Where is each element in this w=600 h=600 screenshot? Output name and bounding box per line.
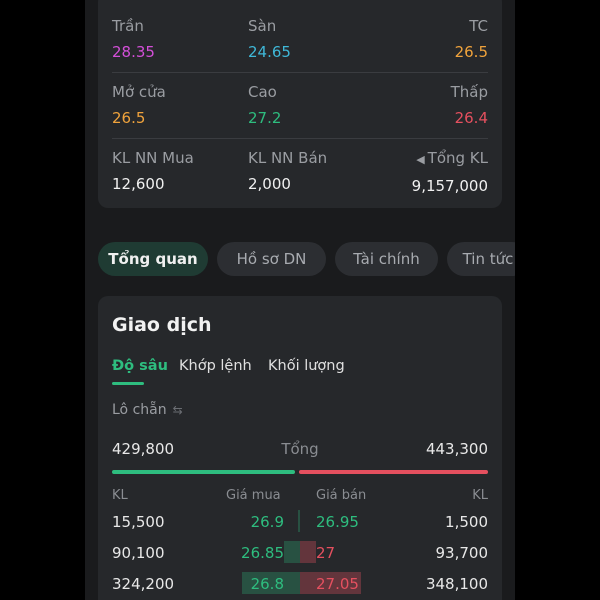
header-ask-price: Giá bán [316,488,367,503]
order-book-row: 90,100 26.85 27 93,700 [112,541,488,567]
reference-label: TC [469,17,488,35]
order-book-row: 15,500 26.9 26.95 1,500 [112,510,488,536]
stats-row-volume: KL NN Mua 12,600 KL NN Bán 2,000 ◀ Tổng K… [112,148,488,198]
trading-card: Giao dịch Độ sâu Khớp lệnh Khối lượng Lô… [98,296,502,600]
ceiling-label: Trần [112,17,144,35]
bid-price[interactable]: 26.85 [241,544,284,562]
open-value: 26.5 [112,109,146,127]
foreign-buy-value: 12,600 [112,175,165,193]
header-bid-price: Giá mua [226,488,281,503]
total-label: Tổng [281,440,319,458]
low-value: 26.4 [454,109,488,127]
bid-volume[interactable]: 15,500 [112,513,165,531]
bid-depth-bar [242,572,300,594]
foreign-sell-stat: KL NN Bán 2,000 [248,148,388,194]
ask-price[interactable]: 27.05 [316,575,359,593]
tab-overview[interactable]: Tổng quan [98,242,208,276]
foreign-sell-label: KL NN Bán [248,149,328,167]
high-label: Cao [248,83,277,101]
sell-ratio-bar [299,470,488,474]
order-totals: 429,800 Tổng 443,300 [112,440,488,462]
foreign-buy-stat: KL NN Mua 12,600 [112,148,252,194]
header-buy-volume: KL [112,488,128,503]
reference-stat: TC 26.5 [348,16,488,62]
ask-volume[interactable]: 93,700 [435,544,489,562]
total-volume-label: Tổng KL [427,149,488,167]
caret-left-icon: ◀ [416,153,425,166]
ask-depth-bar [300,572,361,594]
floor-value: 24.65 [248,43,291,61]
trading-title: Giao dịch [112,314,212,336]
bid-depth-bar [298,510,300,532]
foreign-buy-label: KL NN Mua [112,149,194,167]
subtab-depth[interactable]: Độ sâu [112,358,168,385]
ask-price[interactable]: 27 [316,544,336,562]
stats-row-session: Mở cửa 26.5 Cao 27.2 Thấp 26.4 [112,82,488,132]
subtab-matched-orders[interactable]: Khớp lệnh [179,358,252,374]
bid-volume[interactable]: 324,200 [112,575,175,593]
foreign-sell-value: 2,000 [248,175,291,193]
bid-depth-bar [284,541,300,563]
ceiling-stat: Trần 28.35 [112,16,252,62]
divider [112,72,488,73]
bid-price[interactable]: 26.9 [250,513,284,531]
bid-volume[interactable]: 90,100 [112,544,165,562]
ceiling-value: 28.35 [112,43,155,61]
low-label: Thấp [450,83,488,101]
app-screen: Trần 28.35 Sàn 24.65 TC 26.5 Mở cửa 26.5… [85,0,515,600]
divider [112,138,488,139]
header-sell-volume: KL [472,488,488,503]
high-value: 27.2 [248,109,282,127]
total-volume-stat[interactable]: ◀ Tổng KL 9,157,000 [348,148,488,196]
floor-stat: Sàn 24.65 [248,16,388,62]
tab-company-profile[interactable]: Hồ sơ DN [217,242,326,276]
section-tabs: Tổng quan Hồ sơ DN Tài chính Tin tức [98,242,515,276]
swap-icon: ⇆ [172,403,183,417]
subtab-depth-label: Độ sâu [112,358,168,374]
buy-ratio-bar [112,470,295,474]
ask-depth-bar [300,541,316,563]
high-stat: Cao 27.2 [248,82,388,128]
total-buy-volume: 429,800 [112,440,175,458]
lot-type-label: Lô chẵn [112,402,167,418]
order-book-row: 324,200 26.8 27.05 348,100 [112,572,488,598]
total-volume-value: 9,157,000 [411,177,488,195]
subtab-volume[interactable]: Khối lượng [268,358,345,374]
price-stats-card: Trần 28.35 Sàn 24.65 TC 26.5 Mở cửa 26.5… [98,0,502,208]
total-sell-volume: 443,300 [425,440,488,458]
open-stat: Mở cửa 26.5 [112,82,252,128]
stats-row-limits: Trần 28.35 Sàn 24.65 TC 26.5 [112,16,488,66]
tab-financials[interactable]: Tài chính [335,242,438,276]
active-subtab-underline [112,382,144,385]
reference-value: 26.5 [454,43,488,61]
open-label: Mở cửa [112,83,166,101]
ask-price[interactable]: 26.95 [316,513,359,531]
floor-label: Sàn [248,17,277,35]
ask-volume[interactable]: 348,100 [425,575,488,593]
lot-type-toggle[interactable]: Lô chẵn ⇆ [112,402,183,418]
order-book-header: KL Giá mua Giá bán KL [112,488,488,506]
bid-price[interactable]: 26.8 [250,575,284,593]
ask-volume[interactable]: 1,500 [445,513,488,531]
low-stat: Thấp 26.4 [348,82,488,128]
tab-news[interactable]: Tin tức [447,242,515,276]
